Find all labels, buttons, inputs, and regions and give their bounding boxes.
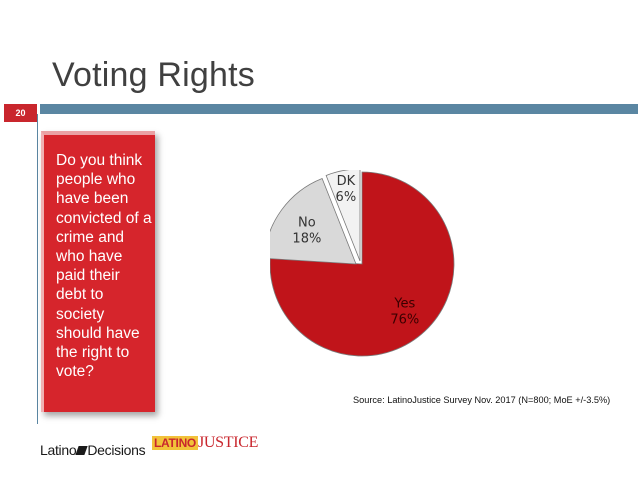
question-text: Do you think people who have been convic… [56,152,152,381]
latinojustice-logo: LATINO JUSTICE [152,434,259,451]
slice-label-yes: Yes [393,297,415,312]
slice-label-no: No [298,215,316,230]
pie-slice-yes [270,171,455,357]
slice-value-no: 18% [292,231,321,246]
question-box: Do you think people who have been convic… [41,131,155,412]
source-note: Source: LatinoJustice Survey Nov. 2017 (… [353,395,611,405]
latino-decisions-logo: Latino Decisions [40,442,146,458]
pie-slice-dk [325,170,361,262]
page-number-badge: 20 [4,104,37,122]
left-rule-line [37,114,38,424]
title-rule-bar [40,104,638,114]
slice-value-dk: 6% [336,190,357,205]
pie-slice-no [270,177,357,265]
slice-label-dk: DK [337,174,356,189]
slice-value-yes: 76% [390,313,419,328]
slide-title: Voting Rights [52,56,255,94]
